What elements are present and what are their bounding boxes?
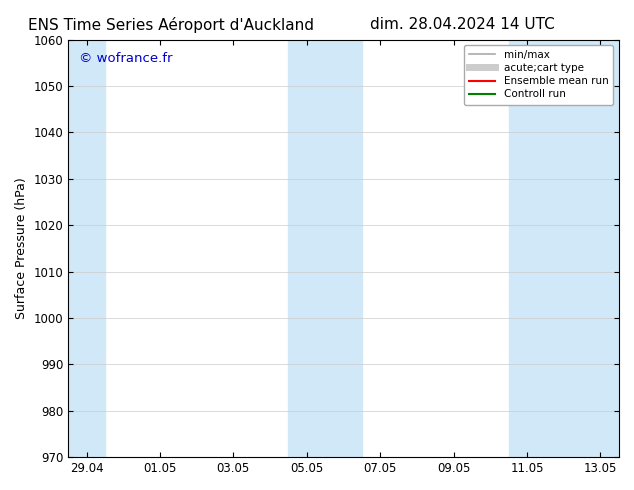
Bar: [68, 40, 105, 457]
Bar: [508, 40, 619, 457]
Text: dim. 28.04.2024 14 UTC: dim. 28.04.2024 14 UTC: [370, 17, 555, 32]
Text: © wofrance.fr: © wofrance.fr: [79, 52, 172, 65]
Bar: [288, 40, 362, 457]
Text: ENS Time Series Aéroport d'Auckland: ENS Time Series Aéroport d'Auckland: [28, 17, 314, 33]
Y-axis label: Surface Pressure (hPa): Surface Pressure (hPa): [15, 177, 28, 319]
Legend: min/max, acute;cart type, Ensemble mean run, Controll run: min/max, acute;cart type, Ensemble mean …: [464, 45, 614, 104]
